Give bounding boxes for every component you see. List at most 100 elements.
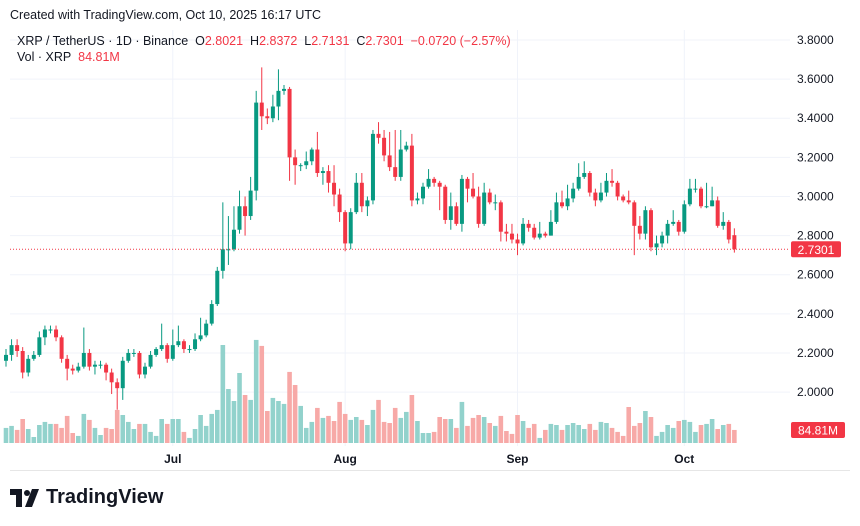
volume-bar <box>48 423 53 443</box>
x-tick-label: Oct <box>674 452 694 466</box>
candle-body <box>704 206 709 208</box>
volume-bar <box>659 431 665 443</box>
volume-bar <box>270 397 276 443</box>
volume-bar <box>359 419 365 443</box>
volume-label[interactable]: Vol · XRP <box>17 50 72 64</box>
volume-bar <box>637 423 643 443</box>
candle-body <box>309 149 314 162</box>
volume-bar <box>315 407 320 443</box>
volume-bar <box>670 427 676 443</box>
volume-bar <box>70 433 76 443</box>
volume-bar <box>376 399 381 443</box>
volume-bar <box>381 421 387 443</box>
volume-bar <box>75 435 81 443</box>
volume-bar <box>209 413 215 443</box>
candle-body <box>437 182 442 187</box>
close-value: 2.7301 <box>365 34 404 48</box>
candle-body <box>576 176 581 189</box>
candle-body <box>354 182 359 213</box>
volume-bar <box>281 403 287 443</box>
y-tick-label: 2.8000 <box>797 229 834 243</box>
volume-bar <box>265 411 270 443</box>
close-label: C <box>356 34 366 48</box>
volume-bar <box>137 423 142 443</box>
volume-bar <box>20 419 25 443</box>
y-tick-label: 2.4000 <box>797 307 834 321</box>
volume-bar <box>604 423 609 443</box>
volume-bar <box>42 421 48 443</box>
y-tick-label: 2.6000 <box>797 268 834 282</box>
volume-bar <box>153 435 159 443</box>
volume-bar <box>570 423 576 443</box>
volume-bar <box>398 417 404 443</box>
candle-body <box>504 231 509 234</box>
volume-bar <box>543 429 548 443</box>
volume-bar <box>87 419 92 443</box>
candle-body <box>54 329 59 338</box>
tradingview-logo[interactable]: TradingView <box>10 486 163 509</box>
candle-body <box>487 192 492 203</box>
volume-bar <box>465 425 470 443</box>
candle-body <box>476 196 481 224</box>
candle-body <box>726 221 731 240</box>
candle-body <box>421 186 425 199</box>
candle-body <box>104 364 109 373</box>
volume-bar <box>682 419 687 443</box>
volume-bar <box>704 423 709 443</box>
volume-bar <box>64 415 70 443</box>
candle-body <box>604 180 609 193</box>
candle-body <box>237 206 242 230</box>
volume-bar <box>37 425 42 443</box>
candle-body <box>315 149 320 174</box>
candle-body <box>87 352 92 367</box>
volume-bar <box>593 429 598 443</box>
candle-body <box>498 202 503 232</box>
candle-body <box>343 212 348 244</box>
volume-bar <box>620 435 626 443</box>
volume-bar <box>53 423 59 443</box>
candle-body <box>337 194 342 213</box>
candle-body <box>554 202 559 222</box>
candle-body <box>565 198 570 207</box>
candle-body <box>181 341 186 350</box>
candle-body <box>587 173 592 193</box>
candle-body <box>92 364 97 367</box>
volume-bar <box>237 373 242 443</box>
logo-text: TradingView <box>46 486 164 508</box>
candle-body <box>509 233 514 240</box>
last-price-badge <box>791 241 841 258</box>
candle-body <box>687 188 692 205</box>
candle-body <box>493 202 498 204</box>
volume-bar <box>309 421 315 443</box>
candle-body <box>37 337 42 355</box>
candle-body <box>70 368 75 371</box>
volume-bar <box>470 417 476 443</box>
volume-bar <box>492 425 498 443</box>
volume-bar <box>298 405 303 443</box>
candle-body <box>660 235 665 244</box>
volume-bar <box>698 425 704 443</box>
candle-body <box>31 354 36 359</box>
volume-bar <box>626 407 632 443</box>
volume-bar <box>103 427 109 443</box>
volume-bar <box>504 431 509 443</box>
change-value: −0.0720 (−2.57%) <box>410 34 511 48</box>
candle-body <box>532 227 537 238</box>
volume-legend: Vol · XRP 84.81M <box>17 50 120 64</box>
volume-bar <box>426 433 431 443</box>
volume-bar <box>515 415 520 443</box>
candle-body <box>159 345 164 350</box>
volume-bar <box>303 427 309 443</box>
volume-bar <box>442 419 448 443</box>
candle-body <box>42 329 47 338</box>
volume-bar <box>676 421 682 443</box>
symbol-label[interactable]: XRP / TetherUS · 1D · Binance <box>17 34 189 48</box>
candle-body <box>699 188 703 207</box>
candle-body <box>359 182 364 207</box>
candle-body <box>648 210 653 248</box>
low-value: 2.7131 <box>311 34 350 48</box>
candle-body <box>215 270 220 305</box>
candle-body <box>665 223 670 236</box>
